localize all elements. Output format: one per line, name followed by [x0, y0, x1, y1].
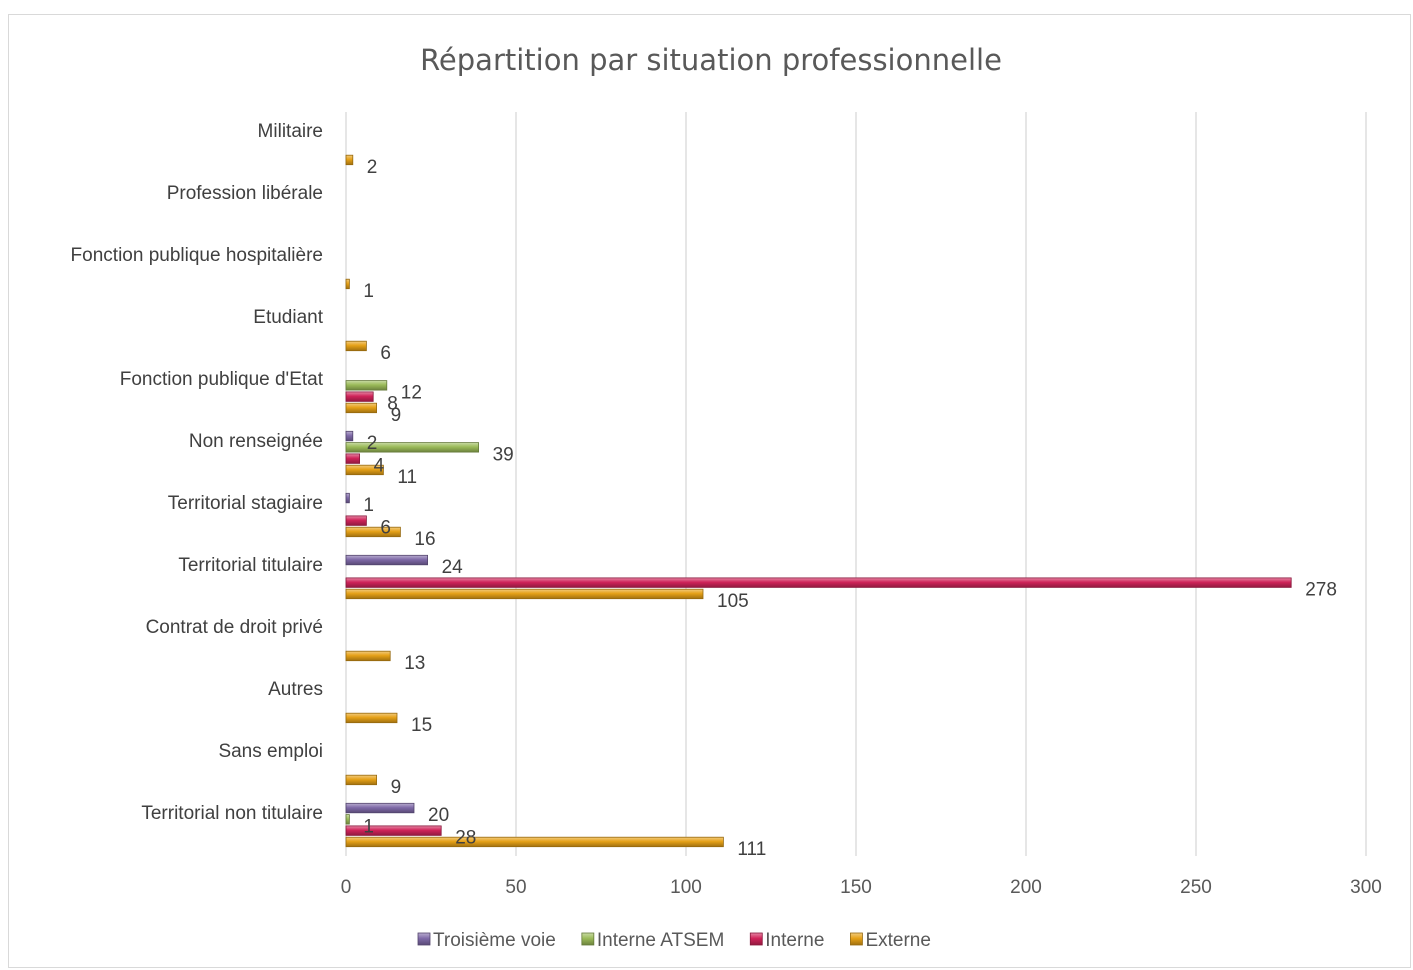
data-label: 15 [411, 715, 432, 736]
legend-item[interactable]: Interne ATSEM [581, 930, 724, 951]
bar[interactable] [345, 650, 391, 662]
bar[interactable] [345, 464, 384, 476]
bar[interactable] [345, 391, 374, 402]
category-label: Profession libérale [167, 183, 323, 204]
data-label: 16 [414, 529, 435, 550]
legend-label: Troisième voie [433, 930, 556, 951]
bar[interactable] [345, 154, 354, 166]
data-label: 2 [367, 157, 378, 178]
category-label: Contrat de droit privé [146, 617, 323, 638]
bar[interactable] [345, 526, 401, 538]
x-axis-tick-labels: 0 50 100 150 200 250 300 [341, 877, 1382, 898]
x-tick-label: 150 [840, 877, 872, 898]
legend-label: Interne ATSEM [597, 930, 724, 951]
x-tick-label: 200 [1010, 877, 1042, 898]
data-label: 278 [1305, 580, 1337, 601]
category-label: Fonction publique d'Etat [120, 369, 324, 390]
x-tick-label: 50 [505, 877, 526, 898]
data-label: 13 [404, 653, 425, 674]
data-label: 1 [363, 495, 374, 516]
bar[interactable] [345, 402, 378, 414]
legend-item[interactable]: Externe [850, 930, 931, 951]
bar[interactable] [345, 278, 350, 290]
legend-swatch [749, 932, 763, 946]
data-label: 1 [363, 281, 374, 302]
category-label: Non renseignée [189, 431, 323, 452]
category-label: Autres [268, 679, 323, 700]
data-label: 9 [391, 405, 402, 426]
data-label: 4 [374, 456, 385, 477]
x-tick-label: 300 [1350, 877, 1382, 898]
legend-label: Externe [865, 930, 930, 951]
category-label: Territorial titulaire [178, 555, 323, 576]
data-label: 105 [717, 591, 749, 612]
category-label: Militaire [258, 121, 323, 142]
bar[interactable] [345, 430, 354, 442]
x-tick-label: 0 [341, 877, 352, 898]
bar[interactable] [345, 588, 704, 600]
bar[interactable] [345, 492, 350, 504]
x-tick-label: 100 [670, 877, 702, 898]
gridlines [345, 112, 1367, 856]
data-label: 6 [380, 518, 391, 539]
legend-swatch [417, 932, 431, 946]
legend[interactable]: Troisième voie Interne ATSEM Interne Extern… [417, 930, 931, 951]
bar[interactable] [345, 577, 1292, 588]
legend-swatch [581, 932, 595, 946]
category-label: Territorial stagiaire [168, 493, 323, 514]
data-label: 2 [367, 433, 378, 454]
bar[interactable] [345, 442, 480, 453]
bar[interactable] [345, 453, 361, 464]
bar[interactable] [345, 802, 415, 814]
bar[interactable] [345, 825, 442, 836]
data-label: 6 [380, 343, 391, 364]
bar[interactable] [345, 814, 350, 825]
bar[interactable] [345, 554, 428, 566]
bar[interactable] [345, 380, 388, 391]
legend-item[interactable]: Interne [749, 930, 824, 951]
data-label: 20 [428, 805, 449, 826]
category-labels: Territorial non titulaire Sans emploi Autr… [71, 121, 324, 824]
category-label: Fonction publique hospitalière [71, 245, 323, 266]
data-label: 1 [363, 816, 374, 837]
data-label: 39 [493, 444, 514, 465]
legend-swatch [850, 932, 863, 946]
category-label: Sans emploi [218, 741, 323, 762]
bar[interactable] [345, 340, 367, 352]
data-label: 11 [397, 467, 417, 488]
bar[interactable] [345, 836, 724, 848]
data-label: 28 [455, 828, 476, 849]
data-label: 111 [737, 839, 766, 860]
data-label: 9 [391, 777, 402, 798]
bar[interactable] [345, 712, 398, 724]
category-label: Territorial non titulaire [141, 803, 323, 824]
legend-label: Interne [765, 930, 824, 951]
x-tick-label: 250 [1180, 877, 1212, 898]
bar[interactable] [345, 774, 378, 786]
bars [345, 154, 1292, 848]
legend-item[interactable]: Troisième voie [417, 930, 556, 951]
chart-frame [8, 14, 1411, 968]
data-label: 12 [401, 382, 422, 403]
data-label: 24 [442, 557, 464, 578]
chart-title: Répartition par situation professionnell… [420, 43, 1002, 77]
data-label: 8 [387, 394, 398, 415]
category-label: Etudiant [253, 307, 323, 328]
bar[interactable] [345, 515, 367, 526]
